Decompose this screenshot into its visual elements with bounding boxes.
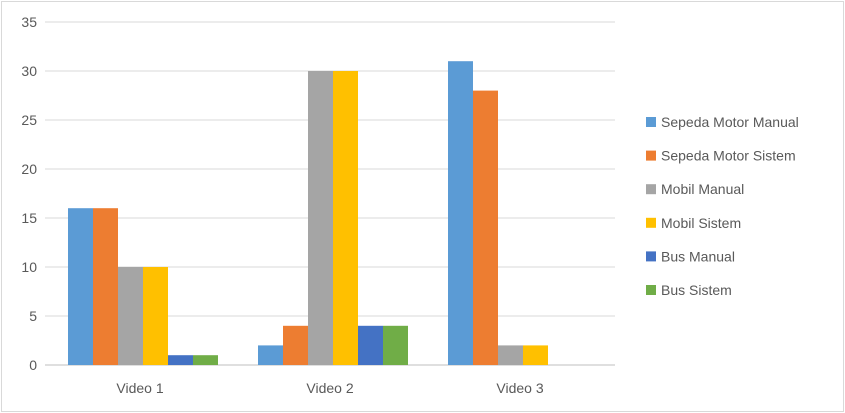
x-tick-label: Video 2 bbox=[306, 380, 353, 396]
bar bbox=[143, 267, 168, 365]
x-tick-label: Video 1 bbox=[116, 380, 163, 396]
legend: Sepeda Motor Manual Sepeda Motor Sistem Mo… bbox=[646, 114, 799, 298]
bar bbox=[448, 61, 473, 365]
legend-label: Sepeda Motor Sistem bbox=[661, 148, 796, 164]
bar bbox=[283, 325, 308, 365]
legend-swatch bbox=[646, 285, 656, 295]
legend-swatch bbox=[646, 150, 656, 161]
legend-swatch bbox=[646, 217, 656, 228]
y-tick-label: 10 bbox=[21, 259, 37, 275]
legend-label: Mobil Manual bbox=[661, 181, 744, 197]
legend-item: Bus Sistem bbox=[646, 282, 732, 298]
y-tick-label: 20 bbox=[21, 161, 37, 177]
y-tick-label: 5 bbox=[29, 308, 37, 324]
y-tick-label: 30 bbox=[21, 63, 37, 79]
legend-label: Bus Sistem bbox=[661, 282, 732, 298]
bar bbox=[383, 325, 408, 365]
bar bbox=[93, 208, 118, 365]
bar bbox=[358, 325, 383, 365]
legend-item: Mobil Manual bbox=[646, 181, 744, 197]
legend-swatch bbox=[646, 117, 656, 127]
bar bbox=[498, 345, 523, 365]
bar bbox=[193, 355, 218, 365]
legend-label: Bus Manual bbox=[661, 248, 735, 264]
legend-item: Bus Manual bbox=[646, 248, 735, 264]
legend-swatch bbox=[646, 251, 656, 262]
x-tick-label: Video 3 bbox=[496, 380, 543, 396]
legend-item: Sepeda Motor Sistem bbox=[646, 148, 796, 164]
legend-item: Mobil Sistem bbox=[646, 215, 741, 231]
y-tick-label: 25 bbox=[21, 112, 37, 128]
legend-label: Mobil Sistem bbox=[661, 215, 741, 231]
bar bbox=[523, 345, 548, 365]
y-tick-label: 35 bbox=[21, 14, 37, 30]
legend-item: Sepeda Motor Manual bbox=[646, 114, 799, 130]
y-tick-label: 0 bbox=[29, 357, 37, 373]
bar bbox=[68, 208, 93, 365]
legend-label: Sepeda Motor Manual bbox=[661, 114, 799, 130]
bar bbox=[308, 71, 333, 365]
bar bbox=[473, 90, 498, 365]
bar bbox=[258, 345, 283, 365]
y-tick-label: 15 bbox=[21, 210, 37, 226]
bar bbox=[118, 267, 143, 365]
bar bbox=[168, 355, 193, 365]
y-axis-ticks: 0 5 10 15 20 25 30 35 bbox=[21, 14, 37, 373]
bars bbox=[68, 61, 548, 365]
x-axis-ticks: Video 1 Video 2 Video 3 bbox=[116, 380, 543, 396]
legend-swatch bbox=[646, 184, 656, 195]
bar bbox=[333, 71, 358, 365]
